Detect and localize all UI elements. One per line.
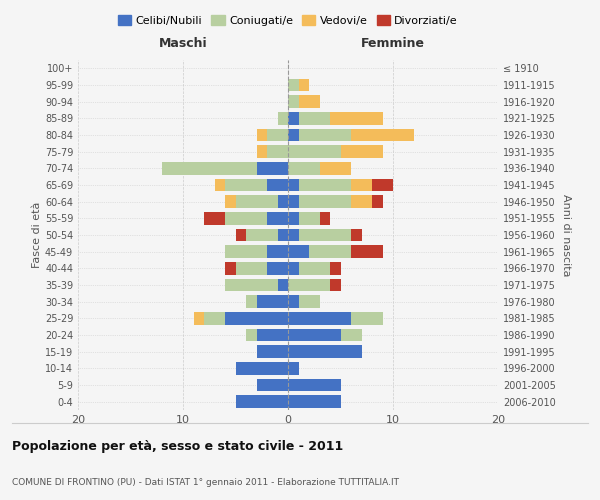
Bar bbox=[341, 146, 383, 158]
Bar bbox=[193, 312, 204, 324]
Bar bbox=[299, 196, 351, 208]
Bar bbox=[288, 262, 299, 274]
Bar bbox=[299, 129, 351, 141]
Bar bbox=[235, 396, 288, 408]
Bar bbox=[235, 229, 246, 241]
Bar bbox=[320, 162, 351, 174]
Bar bbox=[299, 96, 320, 108]
Bar bbox=[341, 329, 361, 341]
Bar bbox=[288, 162, 320, 174]
Bar bbox=[204, 212, 225, 224]
Bar bbox=[351, 312, 383, 324]
Bar bbox=[225, 312, 288, 324]
Bar bbox=[288, 379, 341, 391]
Bar bbox=[257, 296, 288, 308]
Bar bbox=[246, 229, 277, 241]
Bar bbox=[288, 146, 341, 158]
Bar bbox=[288, 96, 299, 108]
Bar bbox=[235, 362, 288, 374]
Bar bbox=[288, 196, 299, 208]
Bar bbox=[288, 212, 299, 224]
Bar bbox=[235, 196, 277, 208]
Bar bbox=[372, 179, 393, 192]
Bar bbox=[299, 212, 320, 224]
Bar bbox=[225, 212, 267, 224]
Bar bbox=[257, 162, 288, 174]
Text: COMUNE DI FRONTINO (PU) - Dati ISTAT 1° gennaio 2011 - Elaborazione TUTTITALIA.I: COMUNE DI FRONTINO (PU) - Dati ISTAT 1° … bbox=[12, 478, 399, 487]
Bar bbox=[267, 262, 288, 274]
Bar bbox=[162, 162, 257, 174]
Bar bbox=[235, 262, 267, 274]
Bar bbox=[299, 112, 330, 124]
Bar bbox=[215, 179, 225, 192]
Bar bbox=[288, 79, 299, 92]
Bar bbox=[246, 296, 257, 308]
Bar bbox=[288, 279, 330, 291]
Bar bbox=[246, 329, 257, 341]
Bar bbox=[299, 296, 320, 308]
Bar bbox=[309, 246, 351, 258]
Bar bbox=[288, 112, 299, 124]
Bar bbox=[351, 196, 372, 208]
Bar bbox=[225, 196, 235, 208]
Text: Femmine: Femmine bbox=[361, 37, 425, 50]
Bar bbox=[330, 279, 341, 291]
Bar bbox=[320, 212, 330, 224]
Bar bbox=[257, 329, 288, 341]
Bar bbox=[257, 379, 288, 391]
Bar bbox=[288, 246, 309, 258]
Bar bbox=[288, 362, 299, 374]
Bar bbox=[299, 79, 309, 92]
Bar bbox=[330, 112, 383, 124]
Bar bbox=[288, 296, 299, 308]
Bar bbox=[257, 346, 288, 358]
Bar bbox=[288, 179, 299, 192]
Text: Popolazione per età, sesso e stato civile - 2011: Popolazione per età, sesso e stato civil… bbox=[12, 440, 343, 453]
Bar bbox=[267, 212, 288, 224]
Bar bbox=[288, 396, 341, 408]
Bar bbox=[277, 229, 288, 241]
Bar bbox=[299, 262, 330, 274]
Bar bbox=[288, 129, 299, 141]
Y-axis label: Fasce di età: Fasce di età bbox=[32, 202, 42, 268]
Bar bbox=[225, 179, 267, 192]
Bar bbox=[277, 112, 288, 124]
Bar bbox=[225, 279, 277, 291]
Bar bbox=[225, 246, 267, 258]
Bar bbox=[288, 346, 361, 358]
Y-axis label: Anni di nascita: Anni di nascita bbox=[561, 194, 571, 276]
Bar bbox=[267, 146, 288, 158]
Bar bbox=[351, 129, 414, 141]
Bar bbox=[225, 262, 235, 274]
Bar bbox=[288, 312, 351, 324]
Bar bbox=[267, 129, 288, 141]
Bar bbox=[351, 229, 361, 241]
Bar bbox=[288, 329, 341, 341]
Bar bbox=[330, 262, 341, 274]
Bar bbox=[267, 246, 288, 258]
Bar bbox=[277, 279, 288, 291]
Bar bbox=[204, 312, 225, 324]
Bar bbox=[299, 229, 351, 241]
Bar bbox=[372, 196, 383, 208]
Bar bbox=[277, 196, 288, 208]
Bar bbox=[288, 229, 299, 241]
Bar bbox=[257, 146, 267, 158]
Text: Maschi: Maschi bbox=[158, 37, 208, 50]
Bar bbox=[267, 179, 288, 192]
Bar bbox=[299, 179, 351, 192]
Bar bbox=[351, 179, 372, 192]
Bar bbox=[257, 129, 267, 141]
Bar bbox=[351, 246, 383, 258]
Legend: Celibi/Nubili, Coniugati/e, Vedovi/e, Divorziati/e: Celibi/Nubili, Coniugati/e, Vedovi/e, Di… bbox=[113, 10, 463, 30]
